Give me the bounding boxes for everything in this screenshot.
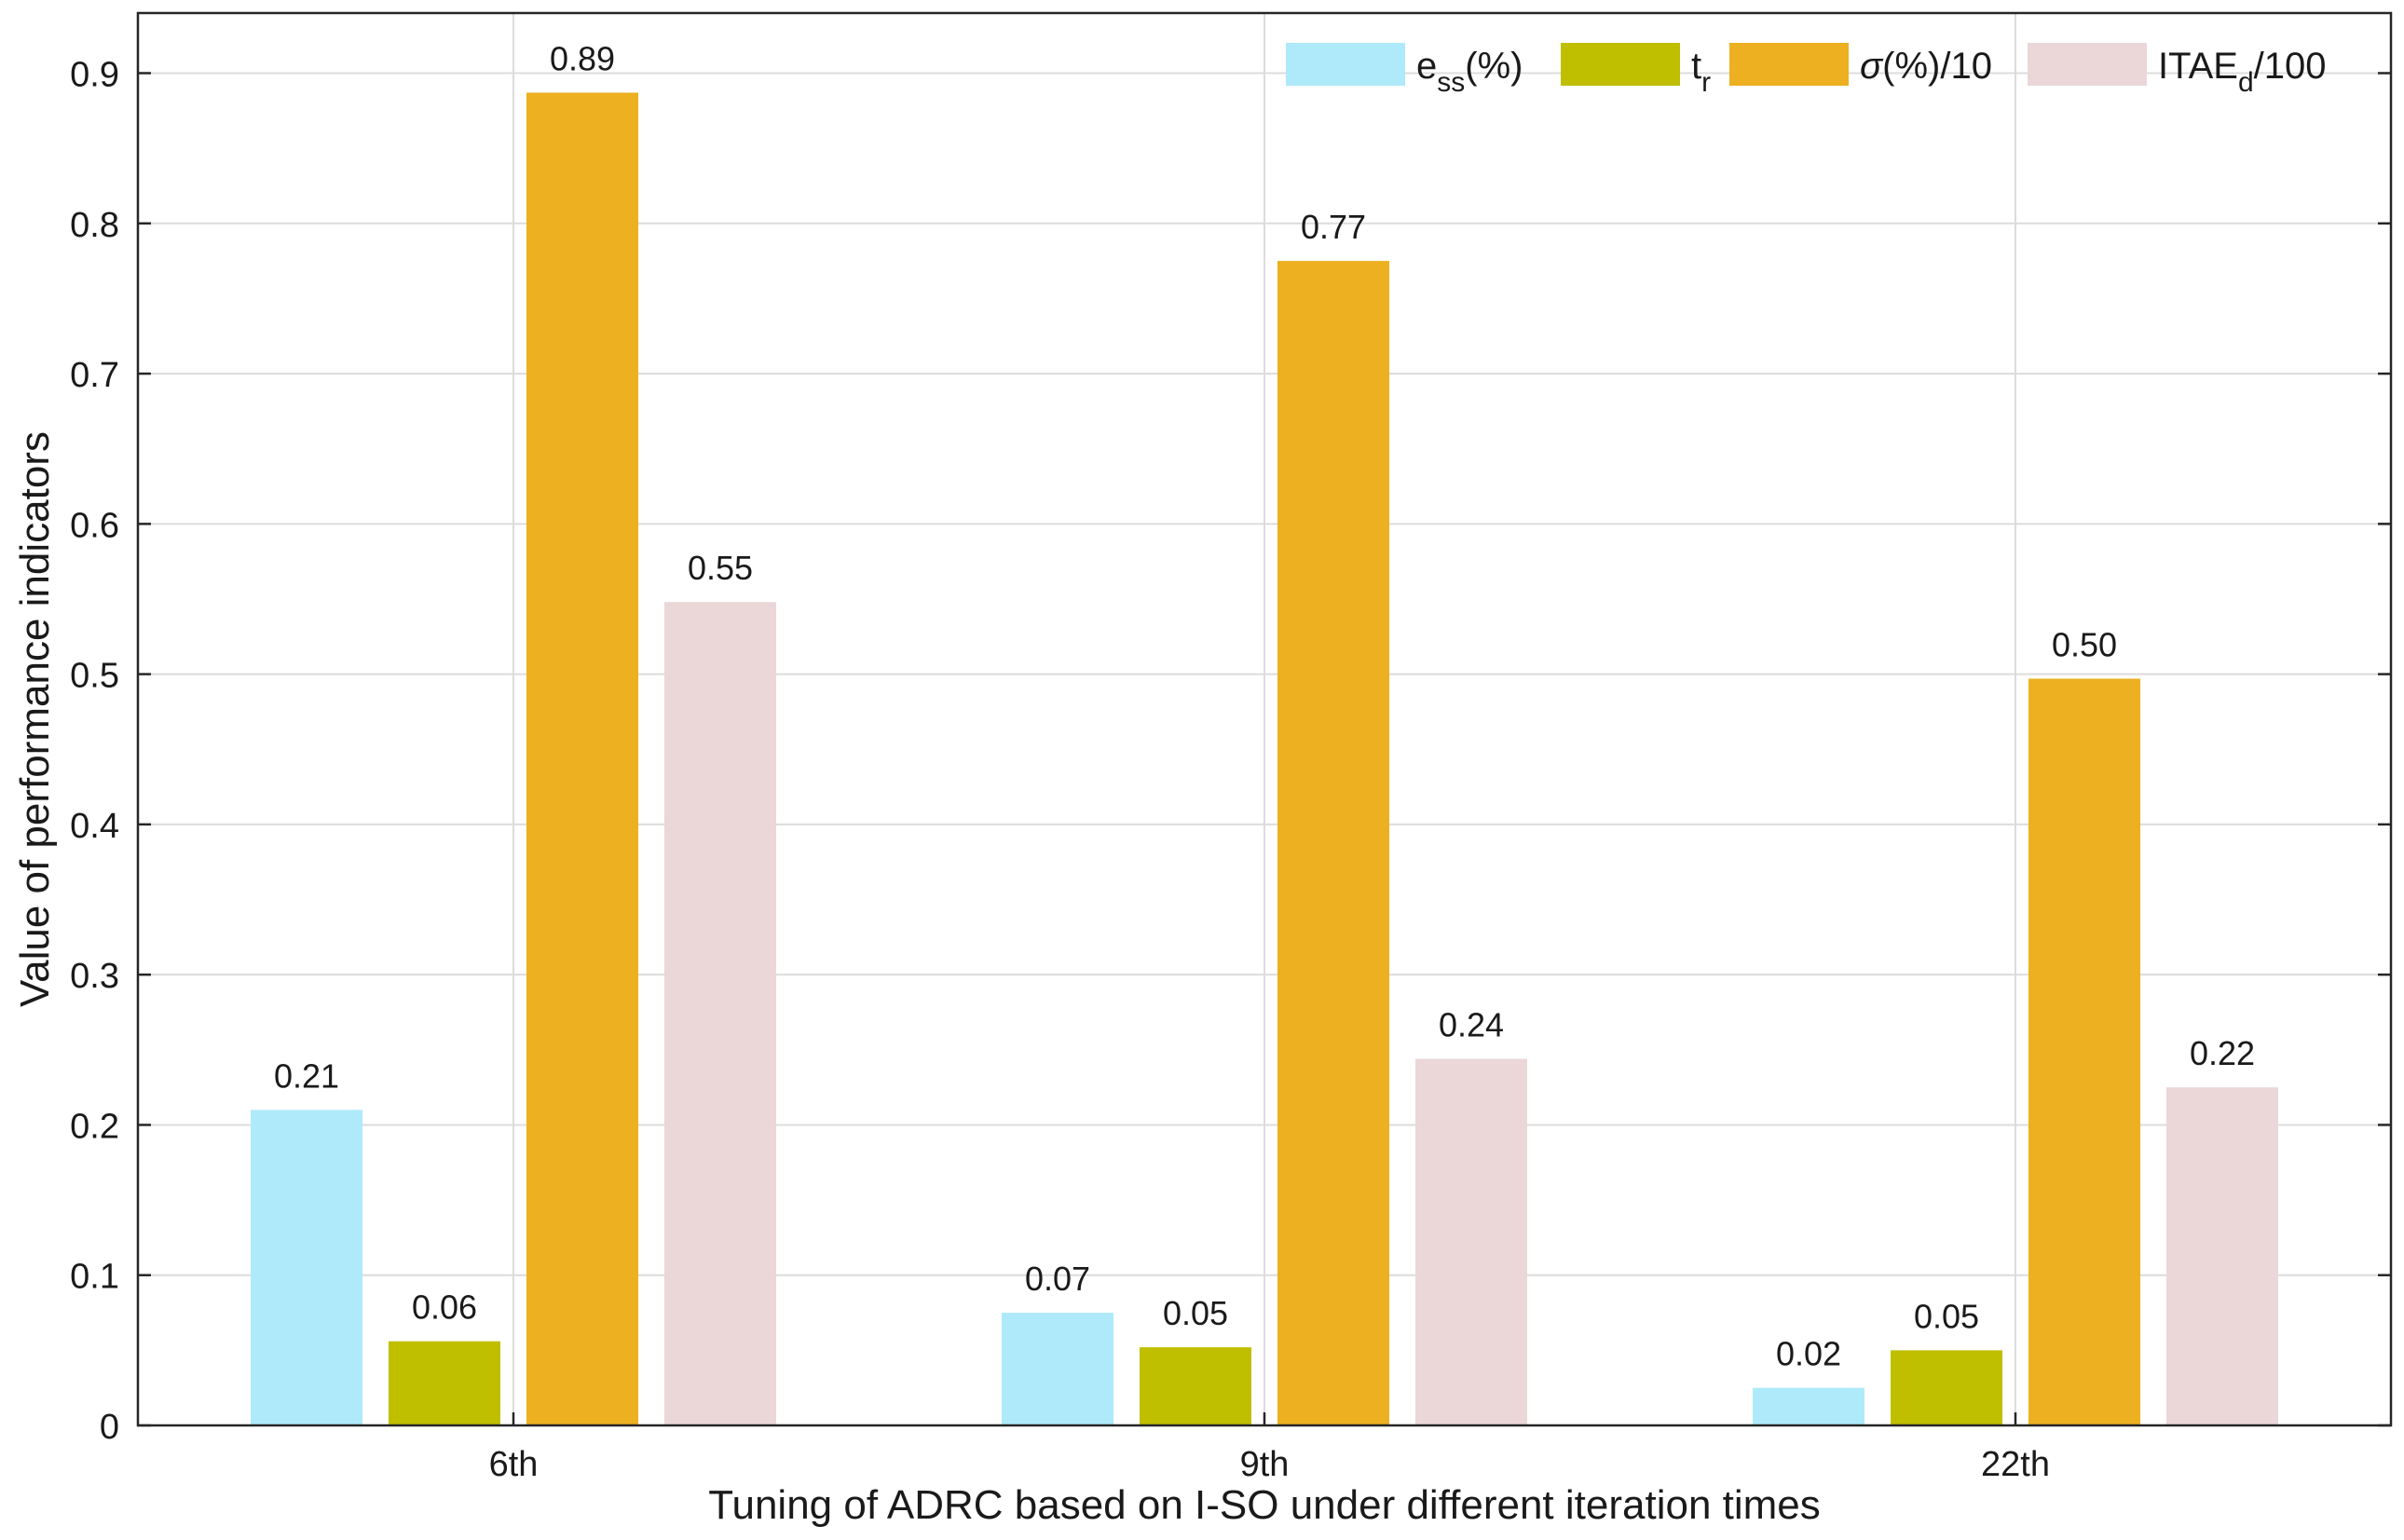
bar--10-6th [526,92,638,1426]
bar--10-22th [2028,678,2140,1425]
legend-item: ITAEd/100 [2028,43,2326,98]
data-label: 0.21 [274,1056,339,1095]
legend-item: tr [1561,43,1711,98]
x-tick-label: 6th [489,1445,539,1484]
y-tick-label: 0.6 [70,506,119,545]
data-label: 0.02 [1776,1335,1841,1373]
data-label: 0.89 [550,39,615,77]
bar-itaed-100-6th [664,602,776,1425]
bars [251,92,2278,1426]
legend-swatch [1561,43,1680,86]
data-labels: 0.21 0.07 0.02 0.06 0.05 0.05 0.89 0.77 0.50 0.55… [274,39,2255,1372]
bar--10-9th [1277,261,1389,1425]
y-tick-label: 0.8 [70,206,119,245]
data-label: 0.05 [1163,1294,1228,1332]
bar-tr-22th [1891,1350,2002,1425]
legend-item: ess(%) [1286,43,1523,98]
legend-item: σ(%)/10 [1729,43,1992,87]
y-tick-label: 0.7 [70,356,119,395]
legend-label: tr [1691,46,1711,98]
axes-box [136,11,2393,1427]
data-label: 0.24 [1439,1005,1504,1043]
legend-swatch [2028,43,2147,86]
legend: ess(%) tr σ(%)/10 ITAEd/100 [1286,43,2326,98]
x-tick-label: 22th [1981,1445,2050,1484]
y-tick-label: 0.5 [70,657,119,696]
x-axis-label: Tuning of ADRC based on I-SO under diffe… [708,1482,1821,1528]
legend-label: ITAEd/100 [2158,46,2326,98]
bar-tr-6th [389,1341,500,1425]
y-tick-label: 0 [100,1408,119,1447]
legend-label: σ(%)/10 [1860,46,1992,87]
data-label: 0.05 [1914,1297,1979,1335]
data-label: 0.50 [2052,625,2117,663]
y-tick-label: 0.3 [70,957,119,996]
data-label: 0.07 [1025,1260,1090,1298]
axes: 0 0.1 0.2 0.3 0.4 0.5 0.6 0.7 0.8 0.9 6th 9th 22th [70,11,2393,1484]
bar-itaed-100-9th [1415,1058,1527,1425]
bar-itaed-100-22th [2166,1087,2278,1425]
legend-label: ess(%) [1416,46,1523,98]
y-tick-label: 0.9 [70,56,119,95]
bar-ess--6th [251,1110,362,1425]
bar-ess--22th [1753,1387,1864,1425]
y-tick-label: 0.1 [70,1258,119,1297]
data-label: 0.55 [688,549,753,587]
legend-swatch [1286,43,1405,86]
legend-swatch [1729,43,1849,86]
data-label: 0.77 [1301,208,1366,246]
x-tick-label: 9th [1240,1445,1290,1484]
grid-lines [138,13,2391,1425]
y-tick-label: 0.4 [70,807,119,846]
data-label: 0.06 [412,1288,477,1327]
y-axis-label: Value of performance indicators [12,431,58,1007]
bar-tr-9th [1140,1347,1251,1425]
data-label: 0.22 [2190,1034,2255,1072]
y-tick-label: 0.2 [70,1107,119,1146]
bar-ess--9th [1002,1313,1113,1425]
